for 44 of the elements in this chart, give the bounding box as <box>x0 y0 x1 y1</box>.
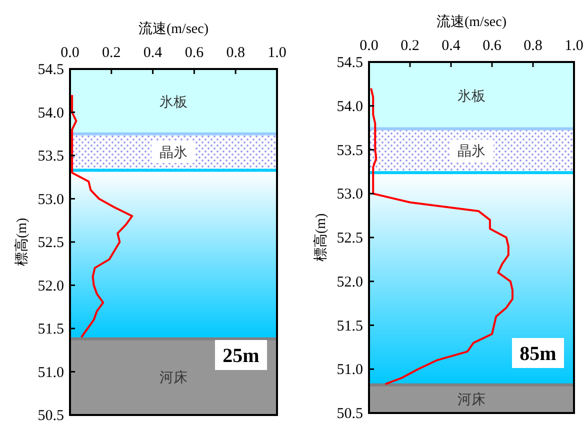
y-axis-title: 標高(m) <box>14 218 30 266</box>
x-tick-label: 0.6 <box>482 38 502 54</box>
x-axis-title: 流速(m/sec) <box>436 14 507 30</box>
x-axis-title: 流速(m/sec) <box>138 21 209 37</box>
y-tick-label: 51.5 <box>38 322 64 338</box>
x-tick-label: 0.4 <box>442 38 461 54</box>
y-tick-label: 51.5 <box>336 318 363 334</box>
y-tick-label: 53.0 <box>336 186 363 203</box>
y-tick-label: 50.5 <box>38 408 64 424</box>
x-tick-label: 1.0 <box>564 38 584 54</box>
band-label: 晶氷 <box>160 145 188 162</box>
y-axis-title: 標高(m) <box>313 213 329 262</box>
y-tick-label: 52.0 <box>38 278 64 294</box>
y-tick-label: 54.5 <box>38 62 64 78</box>
x-tick-label: 0.0 <box>60 45 80 61</box>
band-label: 河床 <box>458 392 486 408</box>
y-tick-label: 52.5 <box>38 235 64 251</box>
x-tick-label: 0.0 <box>360 38 378 54</box>
y-tick-label: 50.5 <box>336 406 363 422</box>
y-tick-label: 52.0 <box>336 274 363 290</box>
annotation: 25m <box>222 345 260 367</box>
y-tick-label: 53.0 <box>38 192 64 208</box>
band-label: 氷板 <box>458 88 486 104</box>
line-series <box>370 87 514 386</box>
y-tick-label: 54.0 <box>38 105 64 122</box>
y-tick-label: 51.0 <box>38 364 64 381</box>
band-label: 晶氷 <box>458 144 486 160</box>
y-tick-label: 53.5 <box>38 148 64 164</box>
band-label: 氷板 <box>160 94 188 110</box>
x-tick-label: 0.6 <box>184 45 204 61</box>
band-label: 河床 <box>160 370 188 386</box>
x-tick-label: 0.8 <box>226 45 245 61</box>
x-tick-label: 1.0 <box>268 45 286 61</box>
line-series <box>71 94 134 338</box>
x-tick-label: 0.2 <box>102 45 121 61</box>
y-tick-label: 54.0 <box>336 98 363 115</box>
x-tick-label: 0.2 <box>400 38 420 54</box>
y-tick-label: 53.5 <box>336 142 363 159</box>
y-tick-label: 52.5 <box>336 230 363 246</box>
annotation: 85m <box>520 343 557 365</box>
y-tick-label: 51.0 <box>336 362 363 378</box>
x-tick-label: 0.8 <box>524 38 542 54</box>
y-tick-label: 54.5 <box>336 55 363 71</box>
x-tick-label: 0.4 <box>143 45 163 61</box>
